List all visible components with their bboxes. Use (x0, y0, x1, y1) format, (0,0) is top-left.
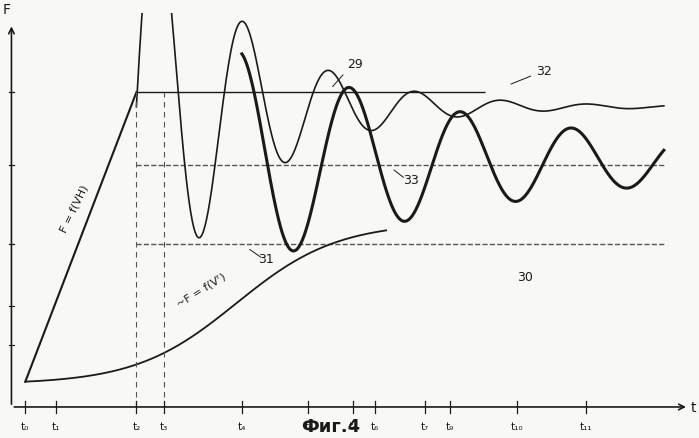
Text: t: t (691, 400, 696, 414)
Text: 32: 32 (511, 65, 552, 85)
Text: t₆: t₆ (371, 421, 380, 431)
Text: 33: 33 (403, 173, 419, 186)
Text: 30: 30 (517, 271, 533, 284)
Text: F: F (3, 4, 11, 18)
Text: 29: 29 (333, 58, 363, 88)
Text: t₄: t₄ (238, 421, 246, 431)
Text: F = f(VH): F = f(VH) (59, 183, 90, 233)
Text: t₃: t₃ (160, 421, 168, 431)
Text: t₀: t₀ (21, 421, 29, 431)
Text: t₂: t₂ (132, 421, 140, 431)
Text: t₁₀: t₁₀ (510, 421, 523, 431)
Text: t₅: t₅ (304, 421, 312, 431)
Text: t₁: t₁ (52, 421, 60, 431)
Text: 31: 31 (259, 253, 274, 266)
Text: Фиг.4: Фиг.4 (301, 417, 360, 435)
Text: t₉: t₉ (446, 421, 454, 431)
Text: t₈: t₈ (349, 421, 357, 431)
Text: t₇: t₇ (421, 421, 429, 431)
Text: t₁₁: t₁₁ (579, 421, 593, 431)
Text: ~F = f(Vᶠ): ~F = f(Vᶠ) (175, 270, 228, 308)
